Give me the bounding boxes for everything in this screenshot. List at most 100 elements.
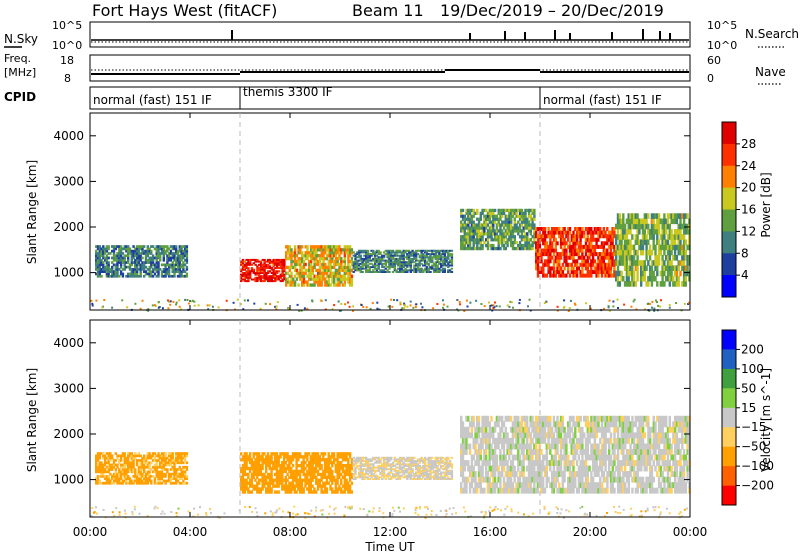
data-cell: [542, 262, 545, 267]
data-cell: [298, 469, 302, 474]
data-cell: [607, 273, 611, 278]
data-cell: [602, 227, 605, 231]
data-cell: [176, 472, 180, 476]
data-cell: [436, 256, 439, 259]
data-cell: [134, 468, 137, 471]
data-cell: [96, 477, 100, 480]
data-cell: [245, 272, 248, 274]
data-cell: [359, 256, 362, 259]
data-cell: [665, 239, 668, 245]
data-cell: [583, 259, 586, 264]
data-cell: [137, 256, 141, 260]
data-cell: [638, 260, 641, 266]
data-cell: [441, 262, 445, 265]
data-cell: [409, 269, 412, 272]
data-cell: [602, 266, 605, 271]
data-cell: [345, 487, 348, 491]
data-cell: [379, 251, 382, 254]
data-cell: [420, 267, 423, 270]
data-cell: [334, 484, 337, 488]
data-cell: [524, 241, 527, 245]
data-cell: [178, 472, 181, 476]
data-cell: [481, 211, 484, 215]
data-cell: [652, 213, 655, 219]
data-cell: [338, 464, 341, 468]
data-cell: [409, 266, 412, 269]
data-cell: [160, 274, 164, 278]
data-cell: [350, 268, 354, 272]
data-cell: [486, 217, 490, 221]
data-cell: [538, 252, 541, 257]
data-cell: [121, 472, 125, 476]
data-cell: [390, 259, 393, 262]
data-cell: [178, 461, 181, 465]
data-cell: [365, 253, 368, 256]
noise-left-tick-top: 10^5: [52, 19, 82, 32]
ground-scatter-cell: [403, 302, 406, 305]
data-cell: [183, 274, 187, 278]
data-cell: [135, 254, 139, 258]
data-cell: [340, 452, 343, 456]
data-cell: [311, 271, 314, 275]
data-cell: [395, 262, 398, 265]
data-cell: [160, 470, 164, 474]
data-cell: [461, 238, 465, 242]
data-cell: [134, 456, 137, 460]
data-cell: [288, 490, 291, 494]
data-cell: [656, 270, 659, 277]
data-cell: [114, 479, 117, 483]
data-cell: [361, 463, 364, 466]
data-cell: [640, 275, 643, 282]
data-cell: [173, 258, 176, 262]
data-cell: [134, 268, 137, 271]
data-cell: [291, 469, 295, 474]
data-cell: [599, 270, 602, 274]
data-cell: [114, 268, 117, 271]
data-cell: [448, 253, 452, 256]
data-cell: [160, 247, 164, 251]
data-cell: [627, 239, 630, 245]
data-cell: [284, 455, 287, 459]
data-cell: [510, 220, 513, 224]
data-cell: [285, 280, 288, 284]
data-cell: [398, 261, 402, 264]
data-cell: [393, 254, 396, 257]
data-cell: [273, 458, 277, 462]
data-cell: [540, 270, 543, 274]
data-cell: [361, 267, 364, 270]
data-cell: [272, 272, 275, 274]
data-cell: [166, 247, 169, 251]
data-cell: [463, 223, 466, 227]
data-cell: [400, 458, 404, 461]
data-cell: [249, 272, 252, 274]
data-cell: [252, 270, 255, 273]
data-cell: [169, 274, 173, 278]
data-cell: [666, 244, 670, 251]
data-cell: [320, 248, 323, 252]
ground-scatter-cell: [421, 306, 424, 309]
ground-scatter-cell: [303, 307, 306, 310]
data-cell: [285, 257, 288, 261]
data-cell: [476, 208, 479, 213]
data-cell: [313, 475, 316, 479]
data-cell: [283, 278, 286, 281]
data-cell: [657, 244, 661, 251]
data-cell: [182, 456, 185, 460]
data-cell: [488, 226, 491, 230]
data-cell: [277, 464, 280, 468]
data-cell: [279, 267, 282, 270]
data-cell: [409, 473, 412, 476]
data-cell: [290, 277, 293, 281]
data-cell: [259, 262, 263, 265]
data-cell: [241, 278, 245, 281]
data-cell: [100, 463, 103, 467]
data-cell: [558, 273, 561, 278]
data-cell: [373, 253, 377, 256]
data-cell: [434, 264, 437, 267]
data-cell: [160, 461, 164, 465]
data-cell: [252, 272, 255, 274]
data-cell: [352, 271, 355, 273]
data-cell: [343, 487, 346, 491]
data-cell: [270, 452, 273, 456]
data-cell: [265, 267, 268, 270]
